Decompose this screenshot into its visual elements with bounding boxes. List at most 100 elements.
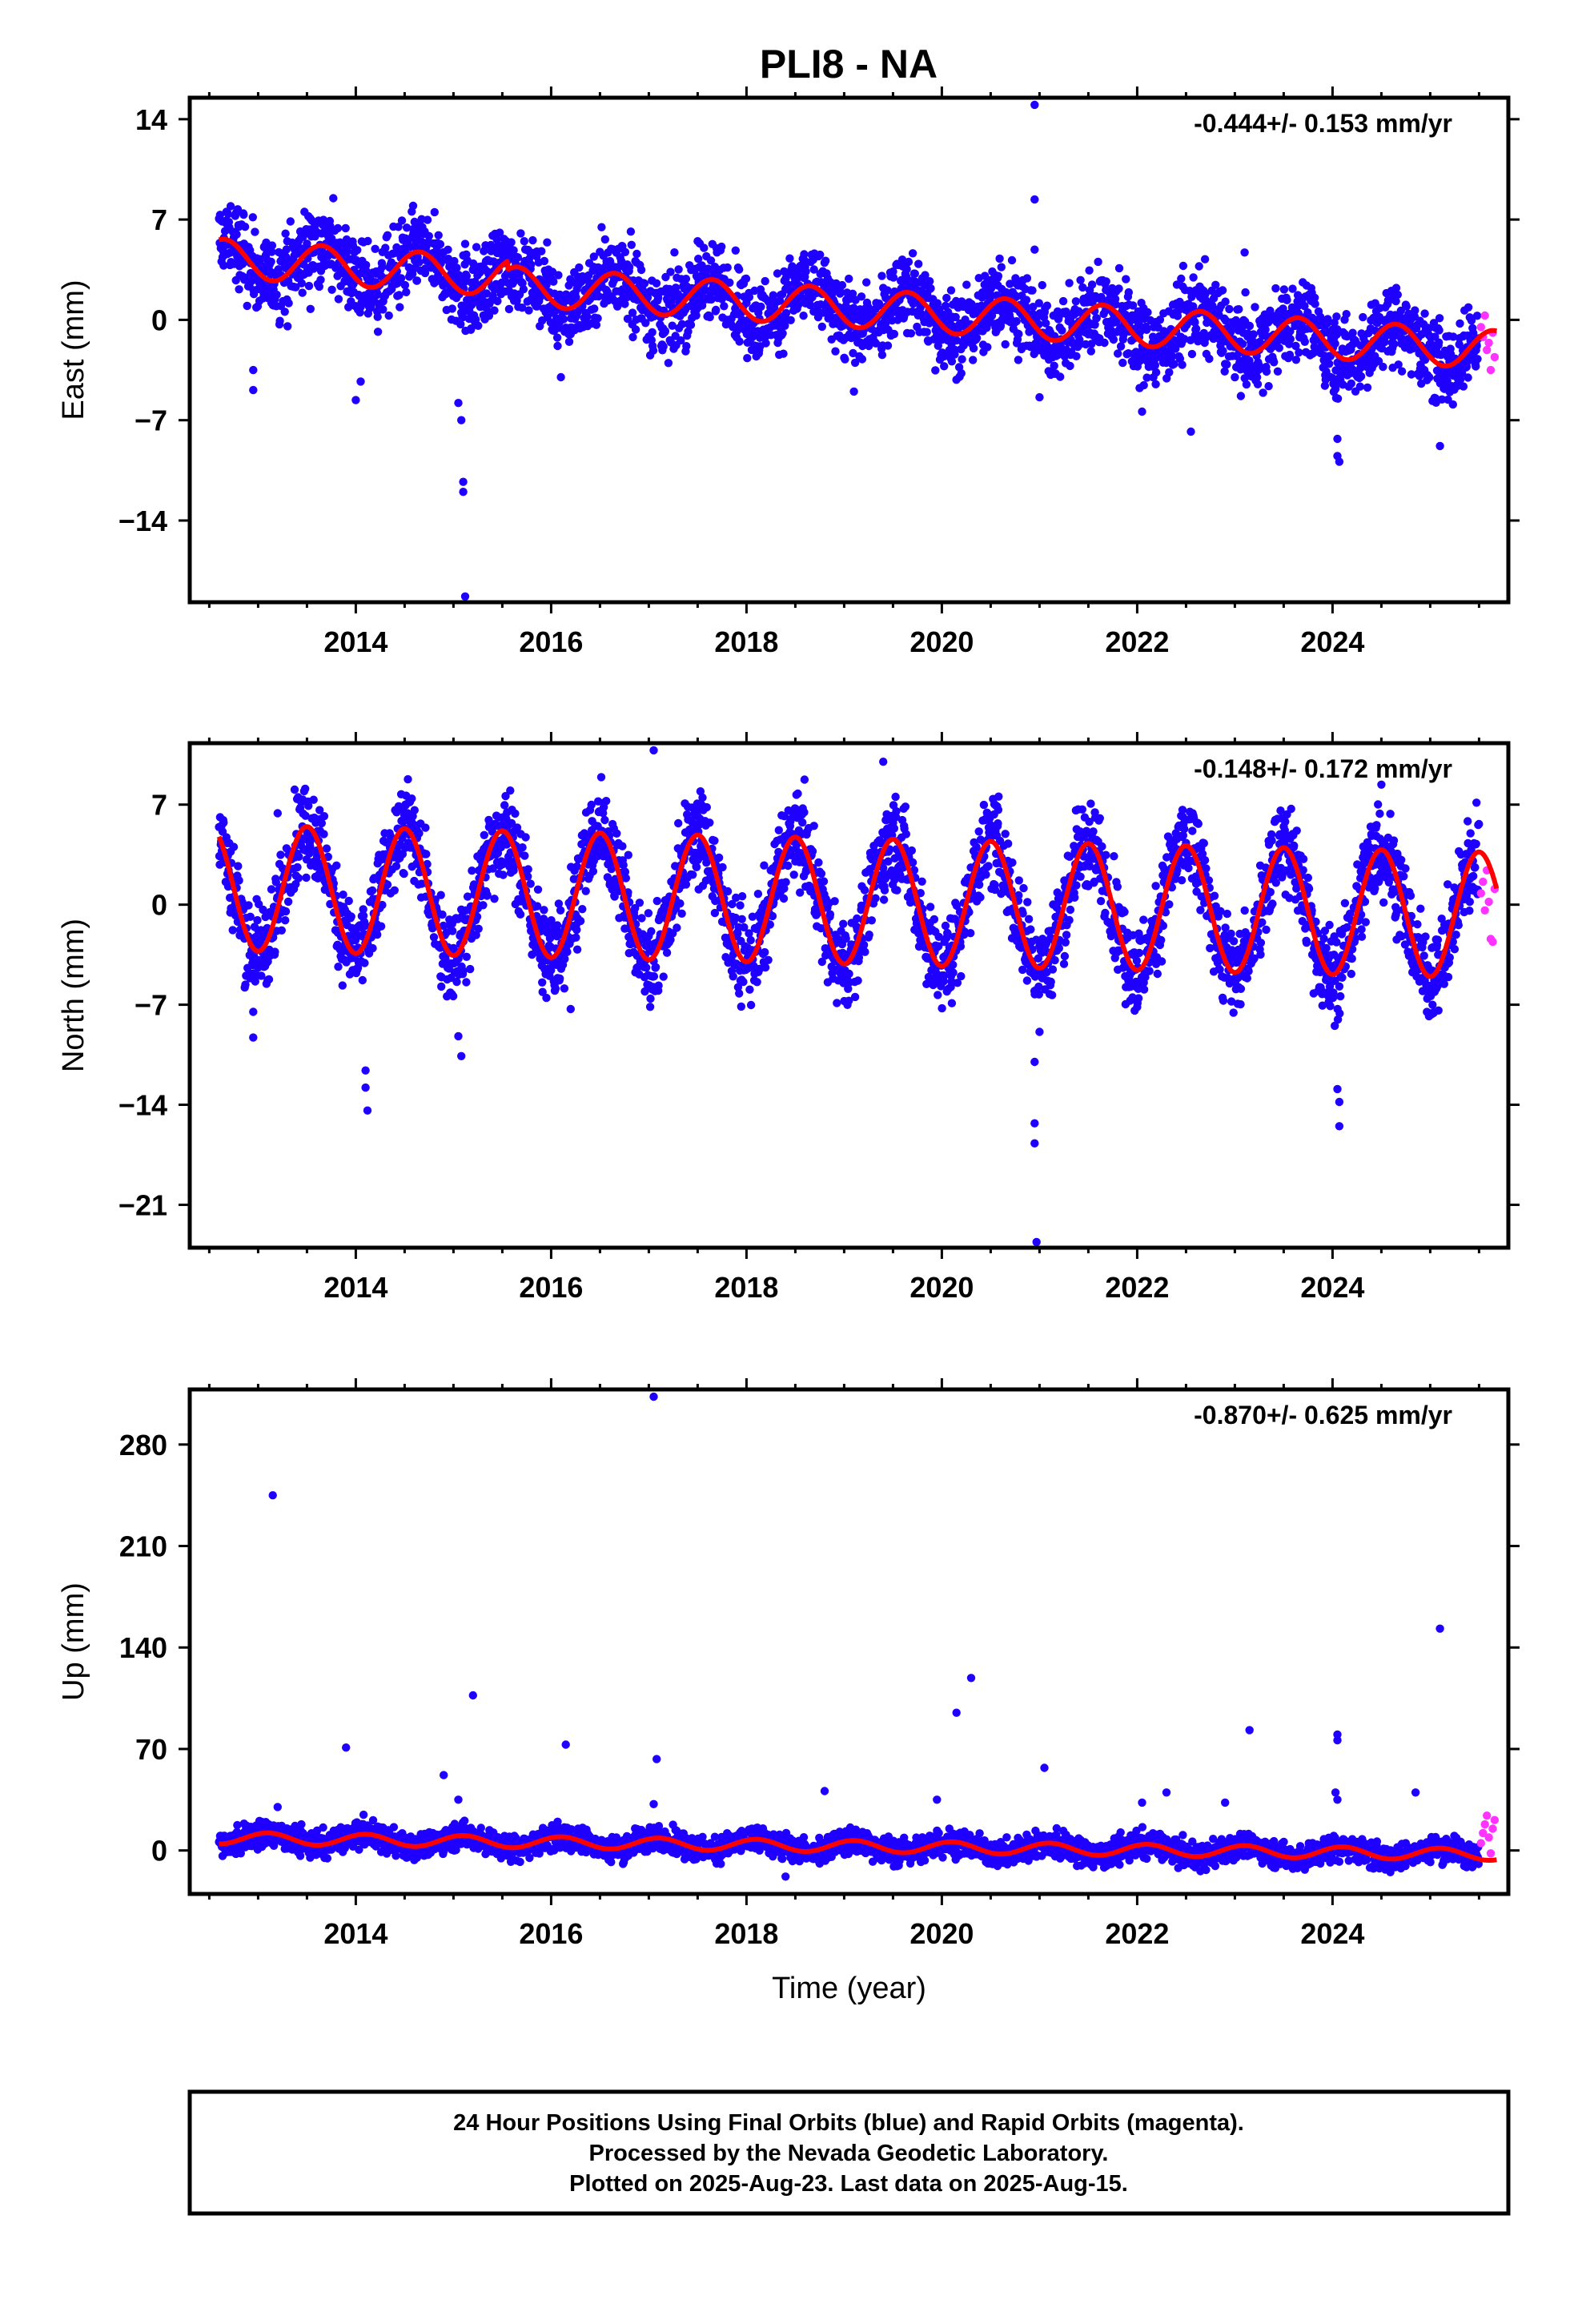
final-point	[1143, 308, 1152, 317]
final-point	[462, 952, 471, 962]
outlier-point	[249, 365, 258, 375]
final-point	[1245, 356, 1254, 365]
final-point	[640, 279, 649, 288]
ylabel: East (mm)	[57, 279, 90, 420]
final-point	[1022, 274, 1032, 283]
final-point	[694, 255, 703, 263]
final-point	[901, 830, 911, 838]
final-point	[940, 362, 949, 371]
outlier-point	[1030, 100, 1039, 110]
final-point	[1279, 285, 1289, 294]
final-point	[931, 366, 940, 375]
final-point	[735, 265, 744, 274]
final-point	[244, 901, 253, 910]
final-point	[884, 857, 893, 866]
final-point	[780, 884, 789, 893]
final-point	[677, 320, 687, 328]
final-point	[518, 304, 527, 312]
final-point	[877, 838, 885, 848]
final-point	[635, 899, 644, 907]
xtick-label: 2014	[323, 625, 387, 658]
plot-frame	[187, 95, 1511, 605]
final-point	[1014, 356, 1023, 364]
final-point	[467, 324, 476, 333]
final-point	[434, 231, 443, 239]
final-point	[415, 829, 424, 838]
outlier-point	[1240, 248, 1249, 257]
final-point	[516, 229, 525, 238]
final-point	[865, 931, 873, 939]
final-point	[624, 850, 632, 859]
final-point	[1332, 312, 1341, 321]
final-point	[785, 254, 794, 263]
final-point	[889, 267, 897, 276]
final-point	[743, 354, 752, 363]
final-point	[796, 888, 805, 897]
final-point	[423, 215, 432, 224]
xtick-label: 2016	[519, 625, 583, 658]
final-point	[1435, 326, 1443, 335]
ytick-label: 0	[151, 304, 167, 336]
final-point	[1109, 335, 1118, 344]
final-point	[741, 274, 751, 283]
final-point	[304, 281, 314, 291]
final-point	[889, 824, 899, 833]
final-point	[1034, 299, 1044, 308]
final-point	[1295, 348, 1303, 357]
final-point	[761, 339, 770, 348]
final-point	[560, 984, 569, 993]
final-point	[972, 333, 982, 343]
final-point	[659, 342, 668, 351]
final-point	[853, 976, 862, 985]
final-point	[922, 328, 931, 336]
final-point	[449, 943, 458, 953]
final-point	[737, 915, 746, 924]
final-point	[844, 984, 853, 994]
final-point	[572, 293, 580, 302]
final-point	[983, 343, 992, 352]
final-point	[1359, 312, 1367, 322]
xtick-label: 2018	[714, 625, 778, 658]
final-point	[513, 253, 523, 262]
final-point	[668, 321, 677, 330]
final-point	[472, 315, 480, 324]
final-point	[497, 278, 506, 287]
final-point	[941, 301, 950, 311]
final-point	[1178, 360, 1186, 369]
final-point	[267, 885, 276, 894]
final-point	[652, 279, 661, 287]
final-point	[597, 223, 606, 231]
final-point	[1347, 379, 1356, 388]
final-point	[831, 347, 840, 356]
final-point	[637, 914, 646, 923]
final-point	[1220, 367, 1229, 376]
final-point	[1407, 370, 1416, 379]
final-point	[272, 290, 281, 300]
final-point	[559, 315, 568, 324]
final-point	[1323, 315, 1332, 324]
final-point	[809, 822, 818, 830]
final-point	[857, 292, 866, 301]
final-point	[1042, 301, 1052, 310]
final-point	[1071, 297, 1081, 306]
outlier-point	[356, 377, 365, 386]
final-point	[424, 231, 433, 240]
final-point	[528, 235, 537, 245]
final-point	[524, 306, 533, 315]
final-point	[1094, 257, 1102, 267]
final-point	[1331, 339, 1339, 348]
final-point	[552, 333, 562, 342]
final-point	[789, 870, 798, 879]
final-point	[1177, 274, 1186, 283]
final-point	[551, 984, 560, 993]
final-point	[779, 349, 788, 358]
final-point	[642, 963, 651, 972]
final-point	[1242, 380, 1251, 389]
ytick-label: 7	[151, 203, 167, 236]
final-point	[689, 870, 697, 879]
final-point	[1374, 356, 1383, 366]
final-point	[344, 896, 353, 906]
final-point	[408, 201, 418, 211]
final-point	[1195, 262, 1203, 271]
final-point	[769, 291, 777, 300]
